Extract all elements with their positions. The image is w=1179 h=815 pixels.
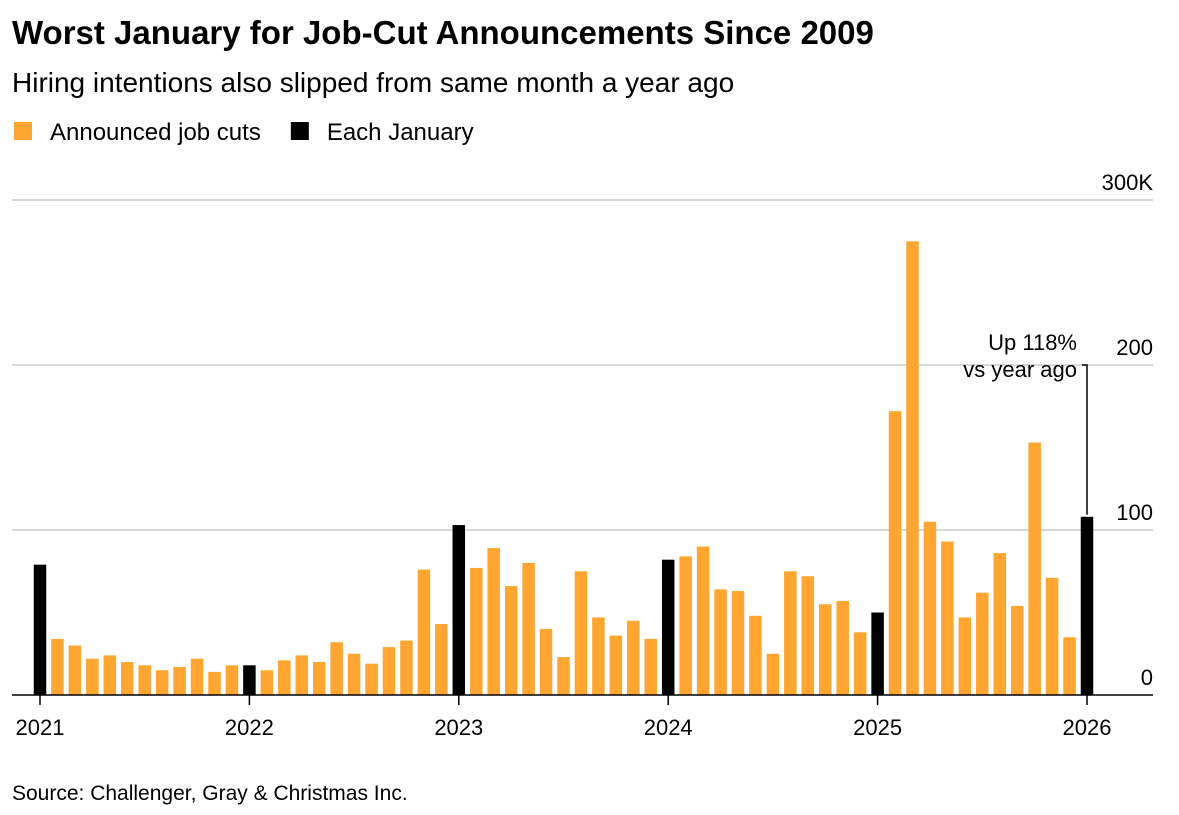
bar [819, 604, 832, 695]
y-tick-label: 100 [1116, 500, 1153, 525]
y-tick-label: 200 [1116, 335, 1153, 360]
bar [1045, 577, 1059, 695]
bar [121, 662, 134, 695]
bar [417, 569, 431, 695]
legend-label: Announced job cuts [50, 119, 261, 146]
bar [766, 653, 780, 695]
bar [958, 617, 972, 695]
bar [574, 571, 588, 695]
bar [470, 567, 483, 695]
bar [923, 521, 937, 695]
legend-swatch [14, 122, 32, 140]
y-tick-label: 0 [1141, 665, 1153, 690]
source: Source: Challenger, Gray & Christmas Inc… [12, 782, 408, 805]
bar [609, 635, 623, 695]
bar [661, 559, 675, 695]
bar [1080, 516, 1094, 695]
legend-label: Each January [327, 119, 474, 146]
bar [452, 525, 466, 695]
bar [836, 600, 849, 695]
x-tick-label: 2022 [225, 715, 274, 740]
bar [33, 564, 47, 695]
bar [696, 546, 710, 695]
bar [68, 645, 82, 695]
bar [86, 658, 99, 695]
bar [749, 615, 762, 695]
bar [330, 642, 343, 695]
bar [487, 548, 500, 695]
bar [347, 653, 361, 695]
x-tick-label: 2025 [853, 715, 902, 740]
bar [173, 666, 186, 695]
bar [1028, 442, 1041, 695]
x-tick-label: 2023 [434, 715, 483, 740]
bar [190, 658, 204, 695]
bar [295, 655, 308, 695]
bar [871, 612, 884, 695]
annotation: Up 118% [988, 330, 1077, 355]
bar [51, 638, 64, 695]
bar [557, 657, 570, 695]
bar [539, 629, 553, 695]
bar [278, 660, 291, 695]
bar [627, 620, 640, 695]
bar [906, 241, 919, 695]
bar [208, 671, 221, 695]
bar [138, 665, 151, 695]
bar [853, 632, 867, 695]
bar [1063, 637, 1076, 695]
bar [714, 589, 727, 695]
bar [243, 665, 256, 695]
bar [225, 665, 239, 695]
bar [888, 411, 902, 695]
bar [993, 553, 1006, 695]
bar [731, 591, 745, 695]
x-tick-label: 2026 [1063, 715, 1112, 740]
bar [976, 592, 989, 695]
bar [435, 624, 448, 695]
bar [365, 663, 378, 695]
bar [103, 655, 117, 695]
annotation-line [1082, 364, 1088, 515]
bar [644, 638, 657, 695]
bar [784, 571, 797, 695]
bar [801, 576, 815, 695]
bar [504, 586, 518, 695]
bar [679, 556, 692, 695]
chart-subtitle: Hiring intentions also slipped from same… [12, 67, 734, 98]
x-tick-label: 2024 [644, 715, 693, 740]
bar [382, 647, 396, 695]
bar [260, 670, 274, 695]
legend-swatch [290, 122, 309, 140]
bar [400, 640, 413, 695]
bar [155, 670, 169, 695]
y-tick-label: 300K [1102, 170, 1154, 195]
bar [312, 662, 326, 695]
chart-title: Worst January for Job-Cut Announcements … [12, 14, 874, 51]
x-tick-label: 2021 [16, 715, 65, 740]
bar [1010, 605, 1024, 695]
annotation: vs year ago [963, 357, 1077, 382]
bar [522, 563, 535, 695]
bar [592, 617, 605, 695]
bar [941, 541, 954, 695]
